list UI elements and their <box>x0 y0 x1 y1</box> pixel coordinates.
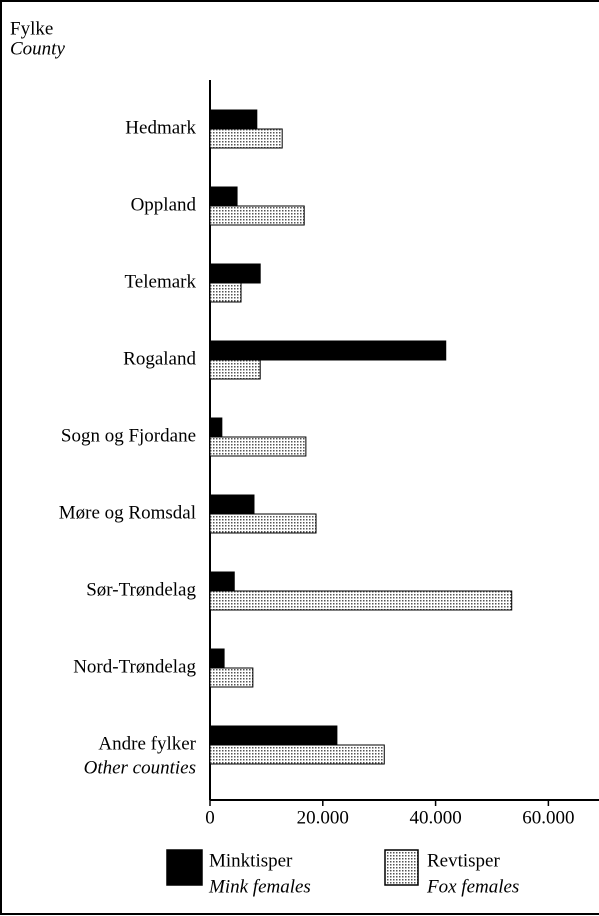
bar <box>209 263 261 284</box>
bar <box>209 494 255 515</box>
legend-label-en: Mink females <box>208 876 311 897</box>
y-tick-label: Andre fylker <box>98 733 196 754</box>
y-tick-label: Rogaland <box>123 348 196 369</box>
bar <box>209 128 283 149</box>
bar <box>209 571 235 592</box>
y-tick-label: Hedmark <box>125 117 196 138</box>
y-tick-label: Oppland <box>131 194 197 215</box>
legend-swatch <box>384 849 419 886</box>
bar <box>209 648 225 669</box>
bar <box>209 417 223 438</box>
bar <box>209 513 317 534</box>
bar <box>209 340 447 361</box>
bar <box>209 590 513 611</box>
y-tick-label: Møre og Romsdal <box>59 502 196 523</box>
x-tick-label: 40.000 <box>409 807 461 828</box>
legend-swatch <box>166 849 203 886</box>
axis-label-en: County <box>10 38 65 59</box>
axis-label: Fylke <box>10 18 53 39</box>
bar <box>209 744 385 765</box>
y-tick-label: Nord-Trøndelag <box>73 656 196 677</box>
x-tick-label: 20.000 <box>297 807 349 828</box>
y-tick-label: Sør-Trøndelag <box>86 579 196 600</box>
y-tick-label: Sogn og Fjordane <box>61 425 196 446</box>
bar <box>209 186 238 207</box>
bar <box>209 282 242 303</box>
legend-label: Minktisper <box>209 850 293 871</box>
category-note: Other counties <box>84 757 196 778</box>
x-tick-label: 60.000 <box>522 807 574 828</box>
bar <box>209 436 307 457</box>
legend-label-en: Fox females <box>426 876 519 897</box>
y-tick-label: Telemark <box>125 271 197 292</box>
bar <box>209 109 258 130</box>
bar <box>209 725 338 746</box>
bar <box>209 667 254 688</box>
x-tick-label: 0 <box>205 807 215 828</box>
legend-label: Revtisper <box>427 850 500 871</box>
bar <box>209 205 305 226</box>
bar <box>209 359 261 380</box>
